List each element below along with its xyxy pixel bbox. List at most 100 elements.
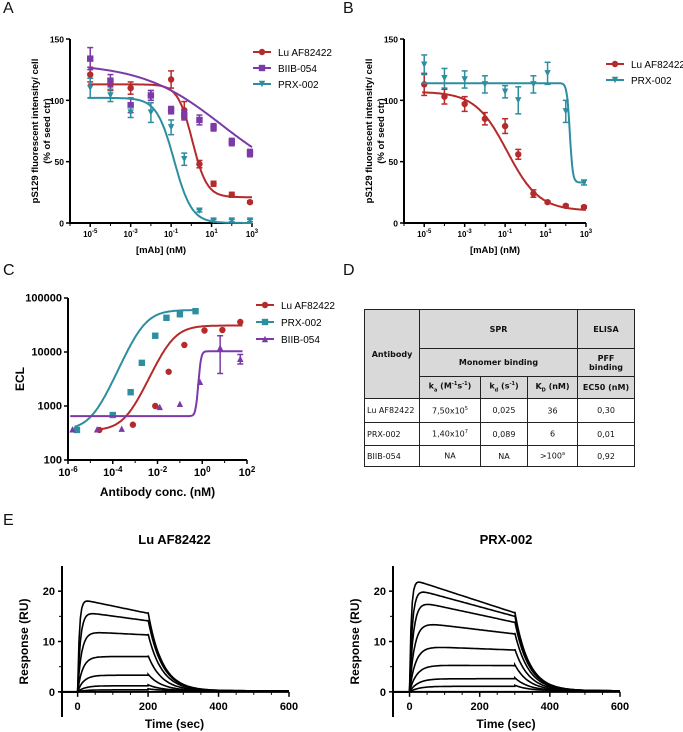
y-tick-label: 0 <box>393 219 398 229</box>
x-tick-label: 10-6 <box>58 465 78 479</box>
y-axis-label: pS129 fluorescent intensity/ cell <box>364 59 375 204</box>
y-tick-label: 100 <box>44 455 62 467</box>
data-point <box>87 84 94 92</box>
data-point <box>201 327 208 334</box>
legend-marker <box>261 318 269 326</box>
x-tick-label: 103 <box>246 229 259 239</box>
data-point <box>228 138 235 146</box>
y-tick-label: 0 <box>59 219 64 229</box>
legend-label: BIIB-054 <box>281 335 320 346</box>
data-point <box>176 400 184 407</box>
sensorgram-curve <box>60 612 289 693</box>
th-elisa: ELISA <box>577 309 635 349</box>
data-point <box>441 75 448 82</box>
x-tick-label: 200 <box>471 701 489 713</box>
y-tick-label: 100 <box>384 96 398 106</box>
data-point <box>421 61 428 68</box>
legend-label: Lu AF82422 <box>278 48 332 59</box>
cell-ka: NA <box>419 445 481 467</box>
cell-ec50: 0,01 <box>577 422 635 446</box>
sensorgram-curve <box>392 684 620 693</box>
binding-table: Antibody SPR ELISA Monomer binding PFF b… <box>364 309 635 467</box>
cell-name: PRX-002 <box>364 422 420 446</box>
x-tick-label: 102 <box>239 465 256 479</box>
data-point <box>219 326 226 334</box>
data-point <box>87 71 94 78</box>
data-point <box>580 179 588 186</box>
legend-label: PRX-002 <box>281 318 322 329</box>
cell-KD: >100a <box>527 445 578 467</box>
data-point <box>562 108 569 115</box>
data-point <box>118 425 125 432</box>
x-tick-label: 101 <box>539 229 552 239</box>
data-point <box>196 116 203 124</box>
x-axis-label: [mAb] (nM) <box>136 245 186 256</box>
fit-curve-lu-af82422 <box>422 91 587 211</box>
y-tick-label: 100000 <box>25 293 62 305</box>
panel-label-c: C <box>3 262 15 279</box>
data-point <box>461 100 468 108</box>
cell-kd: NA <box>480 445 528 467</box>
data-point <box>107 92 114 99</box>
fit-curve-biib-054 <box>70 350 243 418</box>
legend-marker <box>258 80 266 88</box>
legend-label: PRX-002 <box>278 80 319 91</box>
x-tick-label: 10-1 <box>164 229 179 239</box>
data-point <box>228 217 235 224</box>
y-tick-label: 0 <box>49 687 55 699</box>
data-point <box>69 426 76 433</box>
panel-label-a: A <box>3 0 14 17</box>
y-tick-label: 150 <box>384 35 398 45</box>
th-ka: ka (M-1s-1) <box>419 376 481 399</box>
sensorgram-curve <box>392 646 620 693</box>
data-point <box>210 180 217 187</box>
fit-curve-prx-002 <box>74 309 198 428</box>
x-tick-label: 10-4 <box>103 465 123 479</box>
cell-KD: 36 <box>527 398 578 423</box>
y-tick-label: 50 <box>55 157 65 167</box>
sensorgram-curve <box>392 623 620 693</box>
fit-curve-prx-002 <box>422 82 586 184</box>
x-tick-label: 400 <box>209 701 227 713</box>
data-point <box>181 341 188 349</box>
x-tick-label: 103 <box>580 229 593 239</box>
data-point <box>93 426 101 433</box>
panel-label-d: D <box>343 262 355 279</box>
y-axis-label: Response (RU) <box>348 598 362 684</box>
x-tick-label: 100 <box>194 465 211 479</box>
cell-ec50: 0,92 <box>577 445 635 467</box>
cell-ka: 1,40x107 <box>419 422 481 446</box>
panel-label-b: B <box>343 0 354 17</box>
data-point <box>237 355 244 362</box>
sensorgram-curve <box>392 581 620 693</box>
data-point <box>152 332 159 339</box>
data-point <box>87 55 94 62</box>
legend-label: BIIB-054 <box>278 64 317 75</box>
chart-a: 0 50 100 150 10-5 10-3 10-1 101 103 [mAb] (nM) pS1… <box>30 35 332 257</box>
data-point <box>109 411 116 419</box>
data-point <box>441 93 448 100</box>
cell-name: Lu AF82422 <box>364 398 420 423</box>
data-point <box>181 156 188 163</box>
legend-marker <box>611 60 619 68</box>
y-tick-label: 10000 <box>31 347 62 359</box>
data-point <box>481 115 489 122</box>
data-point <box>196 378 204 386</box>
y-tick-label: 100 <box>50 96 64 106</box>
x-tick-label: 0 <box>75 701 81 713</box>
data-point <box>562 202 569 210</box>
data-point <box>228 191 235 198</box>
chart-b: 0 50 100 150 10-5 10-3 10-1 101 103 [mAb] (nM) pS1… <box>364 35 683 257</box>
x-tick-label: 600 <box>280 701 298 713</box>
data-point <box>163 314 170 321</box>
legend-label: Lu AF82422 <box>281 301 335 312</box>
data-point <box>127 389 134 396</box>
fit-curve-biib-054 <box>88 66 253 148</box>
data-point <box>501 88 509 95</box>
sensorgram-curve <box>60 687 289 693</box>
data-point <box>156 403 163 411</box>
x-tick-label: 200 <box>139 701 157 713</box>
x-axis-label: Antibody conc. (nM) <box>100 485 215 499</box>
data-point <box>196 207 203 214</box>
